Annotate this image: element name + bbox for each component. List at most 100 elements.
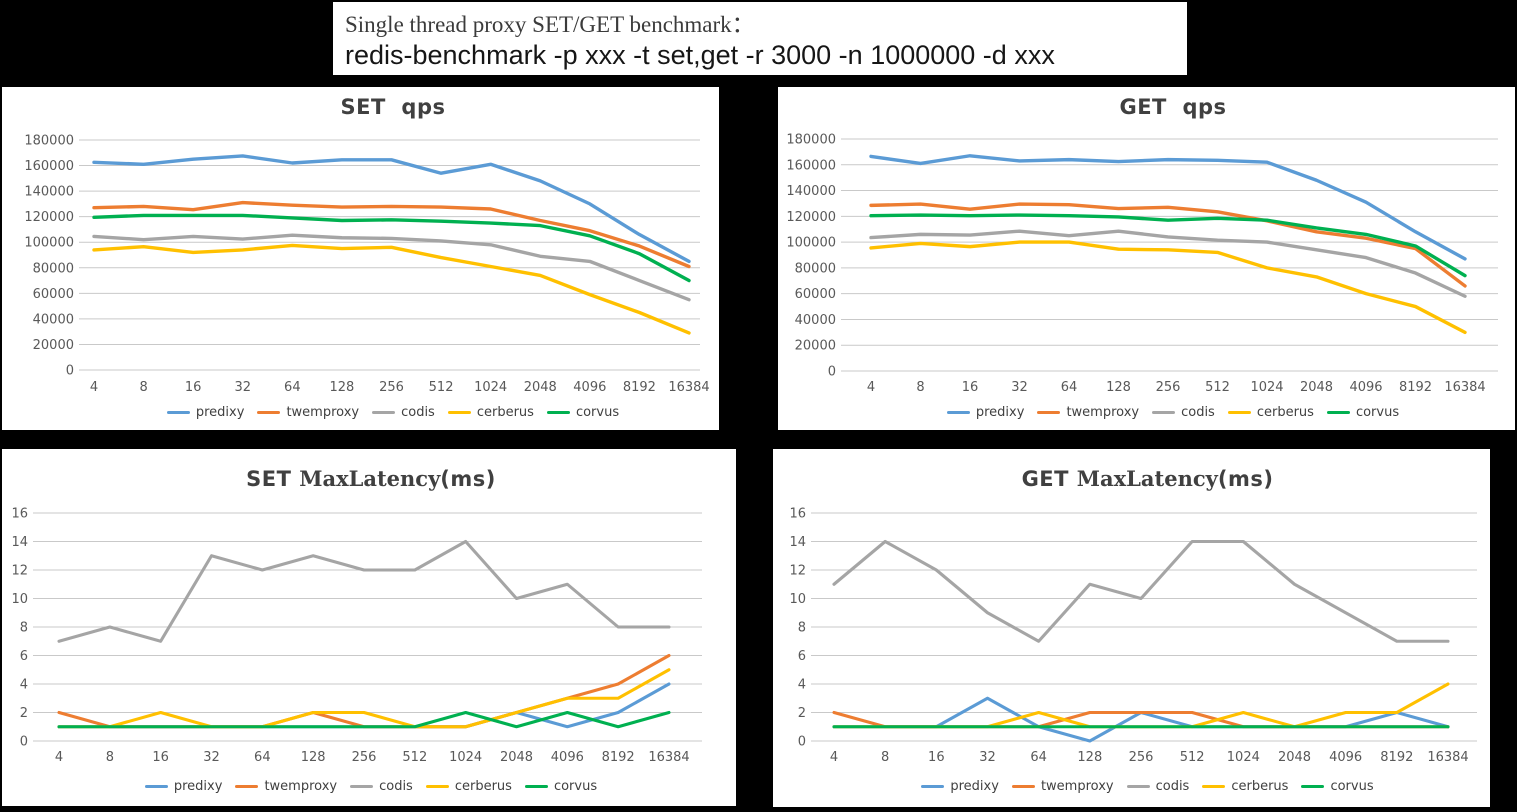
legend-item-codis: codis — [1152, 405, 1215, 420]
set-maxlatency-line-corvus — [57, 710, 671, 729]
legend-item-codis: codis — [350, 779, 413, 794]
legend-item-corvus: corvus — [546, 405, 620, 420]
legend-label: cerberus — [1231, 779, 1289, 794]
set-qps-y-tick-label: 140000 — [24, 185, 74, 200]
get-qps-y-tick-label: 60000 — [795, 287, 836, 302]
get-qps-title-part: GET qps — [1119, 95, 1227, 119]
get-maxlatency-y-tick-label: 10 — [789, 592, 806, 607]
set-maxlatency-x-tick-label: 8 — [106, 750, 114, 765]
legend-item-cerberus: cerberus — [1227, 405, 1314, 420]
set-qps-y-tick-label: 100000 — [24, 236, 74, 251]
get-maxlatency-x-axis-labels: 4 8 16 32 64 128 256 512 1024 2048 4096 8192 16384 — [830, 750, 1469, 765]
set-maxlatency-x-axis-labels: 4 8 16 32 64 128 256 512 1024 2048 4096 8192 16384 — [55, 750, 690, 765]
set-qps-y-axis-labels: 180000 160000 140000 120000 100000 80000 60000… — [24, 134, 74, 379]
get-qps-y-tick-label: 80000 — [795, 261, 836, 276]
cerberus-line-swatch-icon — [447, 410, 471, 415]
set-maxlatency-title-part: SET — [246, 467, 300, 491]
set-maxlatency-panel: SET MaxLatency(ms) 16 14 12 10 8 6 4 2 0 4 8 16 32 64 1… — [0, 447, 738, 808]
twemproxy-line-swatch-icon — [1011, 784, 1035, 789]
set-maxlatency-line-codis — [57, 539, 671, 643]
legend-item-codis: codis — [1126, 779, 1189, 794]
set-qps-x-tick-label: 2048 — [524, 380, 557, 395]
set-qps-line-corvus — [92, 213, 691, 283]
get-maxlatency-x-tick-label: 4096 — [1329, 750, 1362, 765]
predixy-line-swatch-icon — [166, 410, 190, 415]
get-qps-legend: predixy twemproxy codis cerberus corvus — [848, 405, 1498, 420]
set-qps-title-part: SET qps — [340, 95, 446, 119]
get-maxlatency-line-predixy — [832, 696, 1450, 743]
set-qps-x-tick-label: 16384 — [668, 380, 709, 395]
get-maxlatency-x-tick-label: 128 — [1077, 750, 1102, 765]
get-qps-line-twemproxy — [869, 202, 1467, 288]
set-qps-legend: predixy twemproxy codis cerberus corvus — [86, 405, 700, 420]
legend-label: codis — [1181, 405, 1215, 420]
get-maxlatency-x-tick-label: 256 — [1129, 750, 1154, 765]
legend-label: twemproxy — [1040, 779, 1114, 794]
get-maxlatency-x-tick-label: 32 — [979, 750, 996, 765]
get-maxlatency-x-tick-label: 512 — [1180, 750, 1205, 765]
legend-label: cerberus — [476, 405, 534, 420]
legend-label: predixy — [975, 405, 1025, 420]
set-qps-line-predixy — [92, 154, 691, 264]
predixy-line-swatch-icon — [946, 410, 970, 415]
get-qps-x-axis-labels: 4 8 16 32 64 128 256 512 1024 2048 4096 8192 16384 — [867, 380, 1486, 395]
get-maxlatency-x-tick-label: 1024 — [1227, 750, 1260, 765]
set-qps-line-cerberus — [92, 243, 691, 335]
legend-label: cerberus — [454, 779, 512, 794]
legend-item-corvus: corvus — [1326, 405, 1399, 420]
get-qps-y-tick-label: 180000 — [786, 133, 836, 148]
get-maxlatency-y-axis-labels: 16 14 12 10 8 6 4 2 0 — [789, 507, 806, 750]
get-qps-gridlines — [841, 138, 1498, 372]
get-qps-y-tick-label: 140000 — [786, 184, 836, 199]
set-maxlatency-x-tick-label: 16384 — [648, 750, 689, 765]
get-qps-y-tick-label: 20000 — [795, 339, 836, 354]
legend-label: predixy — [195, 405, 245, 420]
get-maxlatency-x-tick-label: 64 — [1030, 750, 1047, 765]
set-maxlatency-y-tick-label: 16 — [11, 507, 28, 522]
title-box: Single thread proxy SET/GET benchmark： r… — [330, 0, 1190, 78]
codis-line-swatch-icon — [1126, 784, 1150, 789]
legend-label: predixy — [950, 779, 999, 794]
set-maxlatency-x-tick-label: 16 — [152, 750, 169, 765]
codis-line-swatch-icon — [1152, 410, 1176, 415]
corvus-line-swatch-icon — [546, 410, 570, 415]
set-maxlatency-y-tick-label: 12 — [11, 564, 28, 579]
set-maxlatency-x-tick-label: 512 — [402, 750, 427, 765]
legend-item-twemproxy: twemproxy — [1011, 779, 1114, 794]
get-maxlatency-y-tick-label: 2 — [798, 706, 806, 721]
legend-label: predixy — [173, 779, 223, 794]
legend-label: corvus — [575, 405, 620, 420]
get-qps-x-tick-label: 16384 — [1444, 380, 1485, 395]
set-qps-x-tick-label: 1024 — [474, 380, 507, 395]
get-maxlatency-x-tick-label: 16 — [928, 750, 945, 765]
get-maxlatency-x-tick-label: 8 — [881, 750, 889, 765]
get-maxlatency-x-tick-label: 8192 — [1380, 750, 1413, 765]
set-maxlatency-y-axis-labels: 16 14 12 10 8 6 4 2 0 — [11, 507, 28, 750]
set-qps-y-tick-label: 60000 — [33, 287, 74, 302]
get-maxlatency-title-part: GET — [1021, 467, 1077, 491]
set-maxlatency-gridlines — [33, 512, 702, 742]
set-qps-x-tick-label: 512 — [429, 380, 454, 395]
get-maxlatency-y-tick-label: 8 — [798, 621, 806, 636]
predixy-line-swatch-icon — [144, 784, 168, 789]
set-qps-x-tick-label: 128 — [330, 380, 355, 395]
legend-label: codis — [379, 779, 413, 794]
twemproxy-line-swatch-icon — [235, 784, 259, 789]
set-qps-y-tick-label: 20000 — [33, 338, 74, 353]
twemproxy-line-swatch-icon — [257, 410, 281, 415]
get-qps-chart-svg: 180000 160000 140000 120000 100000 80000 60000… — [786, 133, 1498, 395]
get-qps-line-predixy — [869, 154, 1467, 261]
set-qps-line-codis — [92, 233, 691, 302]
set-qps-y-tick-label: 0 — [66, 364, 74, 379]
codis-line-swatch-icon — [350, 784, 374, 789]
set-maxlatency-x-tick-label: 8192 — [602, 750, 635, 765]
get-maxlatency-line-cerberus — [832, 682, 1450, 729]
set-qps-y-tick-label: 80000 — [33, 261, 74, 276]
set-qps-x-tick-label: 8 — [139, 380, 147, 395]
twemproxy-line-swatch-icon — [1037, 410, 1061, 415]
get-maxlatency-line-codis — [832, 539, 1450, 643]
set-qps-x-axis-labels: 4 8 16 32 64 128 256 512 1024 2048 4096 8192 16384 — [90, 380, 710, 395]
benchmark-command: redis-benchmark -p xxx -t set,get -r 300… — [345, 40, 1055, 70]
corvus-line-swatch-icon — [1301, 784, 1325, 789]
